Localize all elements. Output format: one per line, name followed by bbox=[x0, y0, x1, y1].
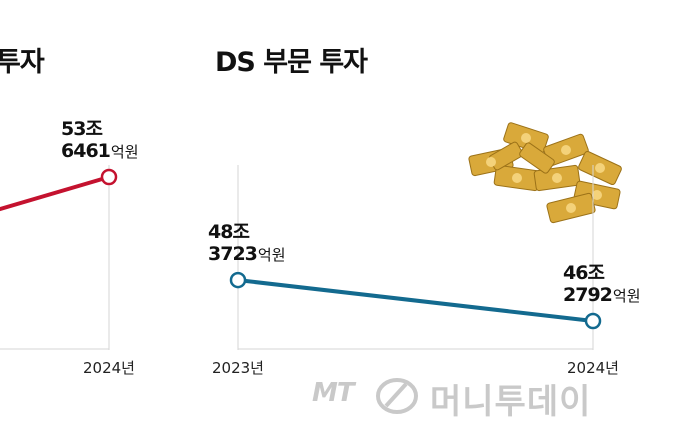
panel1-x-tick-label: 2024년 bbox=[567, 359, 619, 377]
watermark-logo-icon bbox=[376, 378, 418, 414]
panel1-series-line bbox=[237, 278, 594, 323]
panel1-data-point bbox=[229, 271, 247, 289]
panel1-data-label-line2: 2792억원 bbox=[563, 284, 641, 306]
panel0-data-label-line2: 6461억원 bbox=[61, 140, 139, 162]
right-chart-title: DS 부문 투자 bbox=[215, 47, 368, 78]
panel1-data-label-line1: 48조 bbox=[208, 221, 249, 243]
left-chart-title: 투자 bbox=[0, 47, 45, 78]
panel1-data-point bbox=[584, 312, 602, 330]
panel1-x-tick-label: 2023년 bbox=[212, 359, 264, 377]
watermark: MT 머니투데이 bbox=[312, 370, 672, 426]
watermark-text: 머니투데이 bbox=[430, 382, 592, 422]
watermark-mt: MT bbox=[312, 378, 355, 408]
panel1-data-label-line1: 46조 bbox=[563, 262, 604, 284]
panel0-series-line bbox=[0, 175, 110, 212]
panel0-data-label-line1: 53조 bbox=[61, 118, 102, 140]
panel1-data-label-line2: 3723억원 bbox=[208, 243, 286, 265]
panel0-x-tick-label: 2024년 bbox=[83, 359, 135, 377]
panel0-data-point bbox=[100, 168, 118, 186]
money-pile-icon bbox=[468, 122, 622, 224]
